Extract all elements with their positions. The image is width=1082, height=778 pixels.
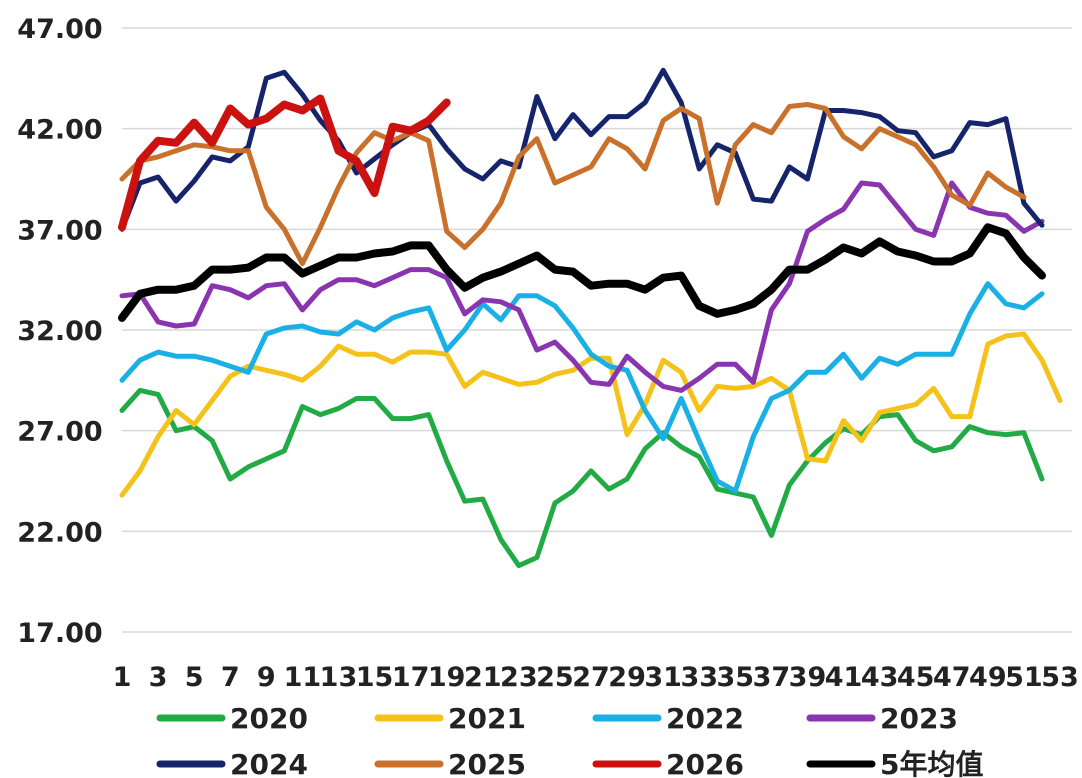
x-tick-label: 41 xyxy=(825,662,863,693)
y-tick-label: 27.00 xyxy=(17,417,102,448)
legend-item-2020: 2020 xyxy=(156,702,308,735)
legend: 2020 2021 2022 2023 2024 2025 2026 5年均值 xyxy=(156,702,983,778)
x-tick-label: 11 xyxy=(284,662,322,693)
x-tick-label: 39 xyxy=(789,662,827,693)
y-tick-label: 37.00 xyxy=(17,215,102,246)
x-tick-label: 37 xyxy=(753,662,791,693)
y-tick-label: 17.00 xyxy=(17,618,102,649)
x-tick-label: 15 xyxy=(356,662,394,693)
x-tick-label: 7 xyxy=(221,662,240,693)
y-tick-label: 47.00 xyxy=(17,14,102,45)
series-line-2021 xyxy=(119,331,1063,498)
series-lines xyxy=(118,67,1063,569)
y-tick-label: 42.00 xyxy=(17,115,102,146)
y-tick-label: 22.00 xyxy=(17,517,102,548)
legend-item-2022: 2022 xyxy=(592,702,744,735)
legend-label: 2026 xyxy=(666,748,744,778)
series-line-2024 xyxy=(119,67,1045,232)
y-axis-tick-labels: 17.00 22.00 27.00 32.00 37.00 42.00 47.00 xyxy=(17,14,102,649)
x-tick-label: 21 xyxy=(464,662,502,693)
x-tick-label: 3 xyxy=(149,662,168,693)
legend-label: 2020 xyxy=(230,702,308,735)
x-tick-label: 49 xyxy=(969,662,1007,693)
x-axis-tick-labels: 1 3 5 7 9 11131517192123252729313335373941434… xyxy=(113,662,1079,693)
series-line-5年均值 xyxy=(118,223,1046,322)
x-tick-label: 17 xyxy=(392,662,430,693)
legend-item-2023: 2023 xyxy=(806,702,958,735)
x-tick-label: 27 xyxy=(572,662,610,693)
legend-label: 2024 xyxy=(230,748,308,778)
legend-item-5年均值: 5年均值 xyxy=(806,748,983,778)
x-tick-label: 23 xyxy=(500,662,538,693)
x-tick-label: 25 xyxy=(536,662,574,693)
legend-label: 2025 xyxy=(448,748,526,778)
legend-label: 5年均值 xyxy=(880,748,983,778)
x-tick-label: 9 xyxy=(257,662,276,693)
x-tick-label: 19 xyxy=(428,662,466,693)
x-tick-label: 29 xyxy=(608,662,646,693)
x-tick-label: 35 xyxy=(717,662,755,693)
legend-label: 2023 xyxy=(880,702,958,735)
legend-item-2025: 2025 xyxy=(374,748,526,778)
x-tick-label: 51 xyxy=(1005,662,1043,693)
x-tick-label: 5 xyxy=(185,662,204,693)
legend-item-2024: 2024 xyxy=(156,748,308,778)
series-line-2022 xyxy=(119,281,1045,494)
y-tick-label: 32.00 xyxy=(17,316,102,347)
x-tick-label: 13 xyxy=(320,662,358,693)
x-tick-label: 33 xyxy=(680,662,718,693)
x-tick-label: 31 xyxy=(644,662,682,693)
x-tick-label: 45 xyxy=(897,662,935,693)
series-line-2023 xyxy=(119,180,1045,393)
legend-label: 2021 xyxy=(448,702,526,735)
series-line-2026 xyxy=(118,94,451,232)
x-tick-label: 1 xyxy=(113,662,132,693)
series-line-2025 xyxy=(119,102,1027,267)
series-line-2020 xyxy=(119,387,1045,569)
legend-item-2026: 2026 xyxy=(592,748,744,778)
x-tick-label: 47 xyxy=(933,662,971,693)
x-tick-label: 43 xyxy=(861,662,899,693)
legend-item-2021: 2021 xyxy=(374,702,526,735)
legend-label: 2022 xyxy=(666,702,744,735)
x-tick-label: 53 xyxy=(1041,662,1079,693)
